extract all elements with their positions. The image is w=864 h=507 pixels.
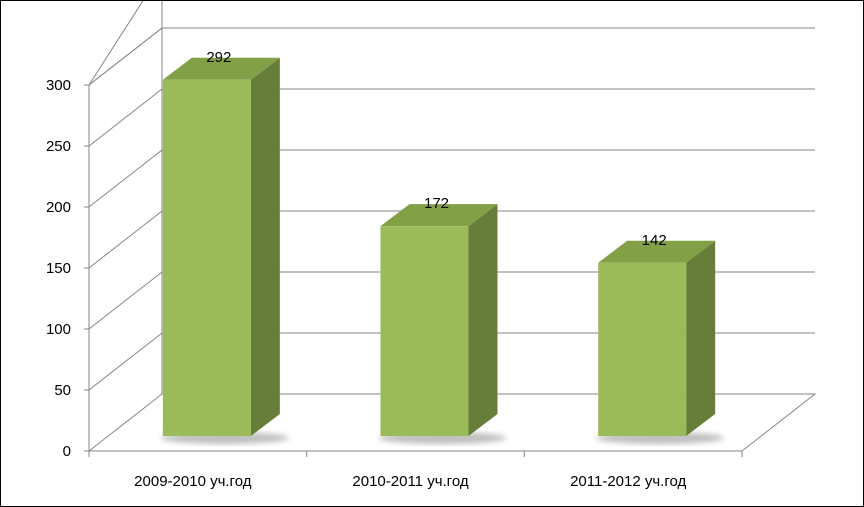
spacer2 <box>89 1 162 85</box>
gridline-side <box>88 393 163 452</box>
bar-side <box>686 240 716 436</box>
y-tick-label: 50 <box>54 382 71 399</box>
data-label: 292 <box>206 49 231 66</box>
y-tick-label: 0 <box>63 443 71 460</box>
bar <box>162 79 251 436</box>
y-tick-label: 250 <box>46 138 71 155</box>
bar-top <box>380 204 498 227</box>
x-category-label: 2010-2011 уч.год <box>352 473 468 490</box>
bar-top <box>162 57 280 80</box>
gridline-side <box>88 88 163 147</box>
data-label: 142 <box>642 232 667 249</box>
bar-top <box>598 240 716 263</box>
gridline-side <box>88 210 163 269</box>
data-label: 172 <box>424 195 449 212</box>
x-category-label: 2009-2010 уч.год <box>134 473 252 490</box>
bar <box>598 262 687 436</box>
bars <box>160 57 725 444</box>
y-tick-label: 200 <box>46 199 71 216</box>
gridline-side <box>88 27 163 86</box>
x-axis: 2009-2010 уч.год 2010-2011 уч.год 2011-201… <box>88 451 743 490</box>
bar <box>380 226 469 436</box>
y-tick-label: 100 <box>46 321 71 338</box>
x-category-label: 2011-2012 уч.год <box>570 473 686 490</box>
bar-side <box>468 204 498 436</box>
y-tick-label: 150 <box>46 260 71 277</box>
gridline-side <box>88 149 163 208</box>
wall-top-outer-diagonal <box>88 1 144 86</box>
data-labels: 292 172 142 <box>206 49 666 249</box>
gridline-side <box>88 332 163 391</box>
gridline-side <box>88 271 163 330</box>
y-axis: 0 50 100 150 200 250 300 <box>46 77 90 460</box>
bar-side <box>250 57 280 436</box>
y-tick-label: 300 <box>46 77 71 94</box>
